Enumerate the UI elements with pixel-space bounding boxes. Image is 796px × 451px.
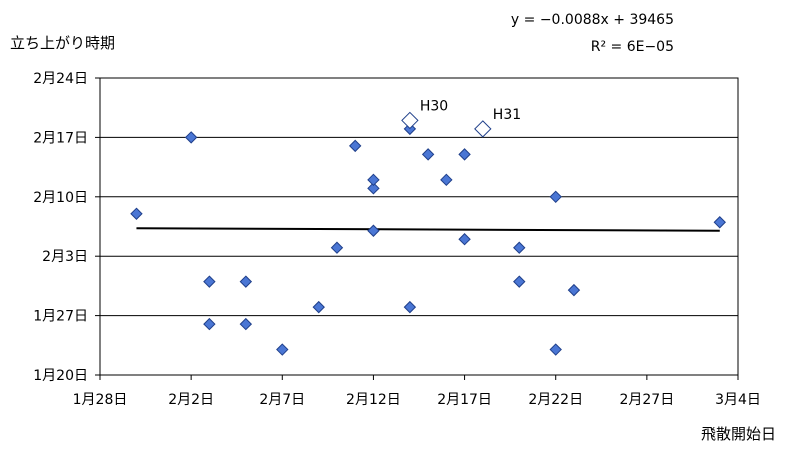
data-point xyxy=(130,207,143,220)
data-point xyxy=(367,224,380,237)
x-tick-labels: 1月28日 2月2日 2月7日 2月12日 2月17日 2月22日 2月27日 3月4日 xyxy=(73,375,761,408)
data-point xyxy=(421,148,435,161)
gridlines xyxy=(100,136,738,317)
highlight-points: H30 H31 xyxy=(401,98,521,138)
x-tick-label: 2月27日 xyxy=(619,392,674,408)
x-tick-label: 2月17日 xyxy=(437,392,492,408)
data-point xyxy=(203,317,216,331)
x-axis-label: 飛散開始日 xyxy=(701,425,776,443)
y-tick-label: 2月17日 xyxy=(33,130,88,146)
plot-area xyxy=(99,77,739,376)
data-point xyxy=(549,343,562,356)
x-tick-label: 3月4日 xyxy=(715,392,761,408)
data-point xyxy=(239,317,253,331)
x-tick-label: 2月22日 xyxy=(528,392,583,408)
x-tick-label: 1月28日 xyxy=(73,392,128,408)
data-point xyxy=(513,241,526,254)
trendline-r-squared: R² = 6E−05 xyxy=(591,39,674,55)
data-point xyxy=(276,343,289,356)
data-point xyxy=(184,131,198,144)
highlight-point-label: H31 xyxy=(493,107,521,123)
y-tick-label: 2月24日 xyxy=(33,71,88,87)
highlight-point xyxy=(474,120,492,138)
y-axis-label: 立ち上がり時期 xyxy=(10,34,115,52)
data-point xyxy=(549,190,562,204)
highlight-point-label: H30 xyxy=(420,98,448,114)
y-tick-labels: 1月20日 1月27日 2月3日 2月10日 2月17日 2月24日 xyxy=(33,71,100,384)
data-point xyxy=(713,216,726,229)
x-tick-label: 2月7日 xyxy=(259,392,305,408)
data-points xyxy=(130,122,726,356)
y-tick-label: 2月3日 xyxy=(42,249,88,265)
highlight-point xyxy=(401,111,419,130)
data-point xyxy=(440,173,453,187)
trendline-group xyxy=(136,227,720,232)
x-tick-label: 2月2日 xyxy=(168,392,214,408)
y-tick-label: 1月20日 xyxy=(33,368,88,384)
data-point xyxy=(367,182,380,195)
data-point xyxy=(458,148,471,161)
trendline xyxy=(136,227,720,232)
data-point xyxy=(330,241,344,254)
data-point xyxy=(348,139,362,153)
y-tick-label: 1月27日 xyxy=(33,309,88,325)
data-point xyxy=(367,173,380,187)
data-point xyxy=(239,275,253,288)
data-point xyxy=(567,283,581,297)
y-tick-label: 2月10日 xyxy=(33,190,88,206)
data-point xyxy=(203,275,216,288)
trendline-equation: y = −0.0088x + 39465 xyxy=(511,12,674,28)
x-tick-label: 2月12日 xyxy=(346,392,401,408)
data-point xyxy=(513,275,526,288)
data-point xyxy=(403,300,417,314)
data-point xyxy=(312,300,325,314)
data-point xyxy=(458,233,471,246)
